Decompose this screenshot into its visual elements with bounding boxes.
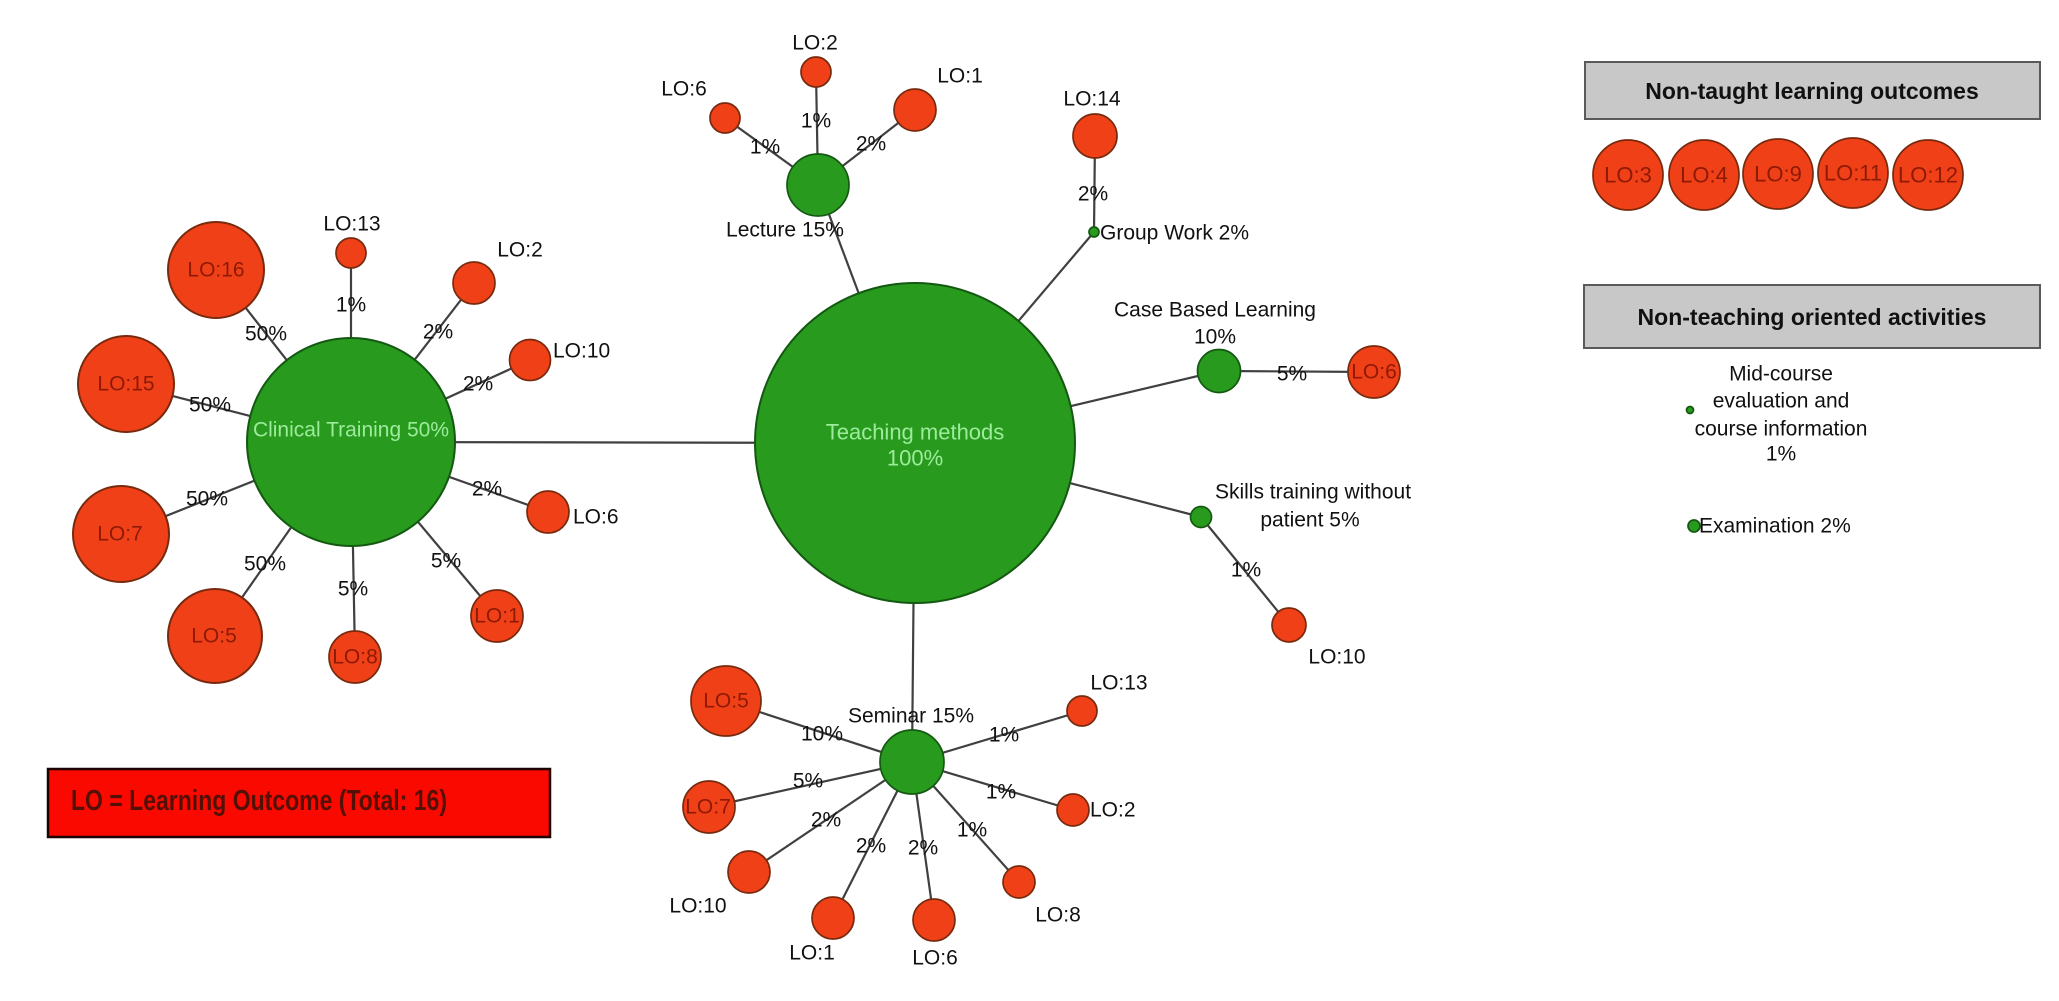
svg-text:1%: 1% [1766, 443, 1796, 466]
svg-text:LO:11: LO:11 [1824, 161, 1882, 186]
svg-text:course information: course information [1695, 418, 1868, 441]
svg-text:5%: 5% [431, 550, 461, 573]
svg-text:50%: 50% [245, 323, 287, 346]
svg-text:Seminar 15%: Seminar 15% [848, 705, 974, 728]
svg-text:1%: 1% [750, 136, 780, 159]
svg-text:100%: 100% [887, 446, 943, 471]
svg-text:LO:2: LO:2 [792, 32, 838, 55]
svg-text:LO:1: LO:1 [937, 65, 983, 88]
svg-text:evaluation and: evaluation and [1713, 390, 1850, 413]
svg-text:Non-teaching oriented activiti: Non-teaching oriented activities [1638, 304, 1987, 330]
svg-text:2%: 2% [856, 835, 886, 858]
svg-text:LO:10: LO:10 [1308, 646, 1365, 669]
svg-text:1%: 1% [336, 294, 366, 317]
svg-text:LO:2: LO:2 [1090, 799, 1136, 822]
svg-text:2%: 2% [811, 809, 841, 832]
svg-text:5%: 5% [793, 770, 823, 793]
svg-text:LO:16: LO:16 [187, 259, 244, 282]
svg-text:LO:6: LO:6 [912, 947, 958, 970]
svg-text:LO:8: LO:8 [332, 646, 378, 669]
svg-text:Examination 2%: Examination 2% [1699, 515, 1851, 538]
svg-text:LO:1: LO:1 [474, 605, 520, 628]
svg-text:LO:9: LO:9 [1754, 162, 1802, 187]
svg-text:LO:5: LO:5 [191, 625, 237, 648]
svg-text:2%: 2% [908, 837, 938, 860]
svg-text:LO:2: LO:2 [497, 239, 543, 262]
svg-text:2%: 2% [463, 373, 493, 396]
svg-text:50%: 50% [186, 488, 228, 511]
svg-text:2%: 2% [423, 321, 453, 344]
svg-text:LO:14: LO:14 [1063, 88, 1121, 111]
svg-text:1%: 1% [957, 819, 987, 842]
svg-text:Lecture 15%: Lecture 15% [726, 219, 844, 242]
svg-text:Group Work 2%: Group Work 2% [1100, 222, 1249, 245]
svg-text:LO:3: LO:3 [1604, 163, 1652, 188]
svg-text:1%: 1% [986, 781, 1016, 804]
svg-text:Clinical Training 50%: Clinical Training 50% [253, 419, 449, 442]
svg-text:Teaching methods: Teaching methods [826, 420, 1005, 445]
svg-text:Non-taught learning outcomes: Non-taught learning outcomes [1645, 78, 1979, 104]
svg-text:Skills training without: Skills training without [1215, 481, 1411, 504]
svg-text:LO:5: LO:5 [703, 690, 749, 713]
svg-text:LO:10: LO:10 [669, 895, 726, 918]
svg-text:1%: 1% [801, 110, 831, 133]
svg-text:LO = Learning Outcome (Total:: LO = Learning Outcome (Total: 16) [71, 785, 447, 817]
svg-text:2%: 2% [1078, 183, 1108, 206]
svg-text:10%: 10% [1194, 326, 1236, 349]
svg-text:10%: 10% [801, 723, 843, 746]
svg-text:5%: 5% [338, 578, 368, 601]
svg-text:LO:7: LO:7 [97, 523, 143, 546]
svg-text:LO:8: LO:8 [1035, 904, 1081, 927]
svg-text:patient 5%: patient 5% [1260, 509, 1359, 532]
svg-text:LO:13: LO:13 [1090, 672, 1147, 695]
svg-text:LO:1: LO:1 [789, 942, 835, 965]
svg-text:LO:6: LO:6 [661, 78, 707, 101]
svg-text:5%: 5% [1277, 363, 1307, 386]
svg-text:1%: 1% [1231, 559, 1261, 582]
svg-text:LO:6: LO:6 [573, 506, 619, 529]
svg-text:LO:6: LO:6 [1351, 361, 1397, 384]
svg-text:50%: 50% [189, 394, 231, 417]
svg-text:LO:15: LO:15 [97, 373, 154, 396]
svg-text:LO:13: LO:13 [323, 213, 380, 236]
svg-text:2%: 2% [856, 133, 886, 156]
svg-text:LO:12: LO:12 [1898, 163, 1958, 188]
svg-text:Mid-course: Mid-course [1729, 363, 1833, 386]
svg-text:LO:10: LO:10 [553, 340, 610, 363]
svg-text:50%: 50% [244, 553, 286, 576]
svg-text:1%: 1% [989, 724, 1019, 747]
svg-text:2%: 2% [472, 478, 502, 501]
svg-text:Case Based Learning: Case Based Learning [1114, 299, 1316, 322]
svg-text:LO:7: LO:7 [685, 796, 731, 819]
svg-text:LO:4: LO:4 [1680, 163, 1728, 188]
